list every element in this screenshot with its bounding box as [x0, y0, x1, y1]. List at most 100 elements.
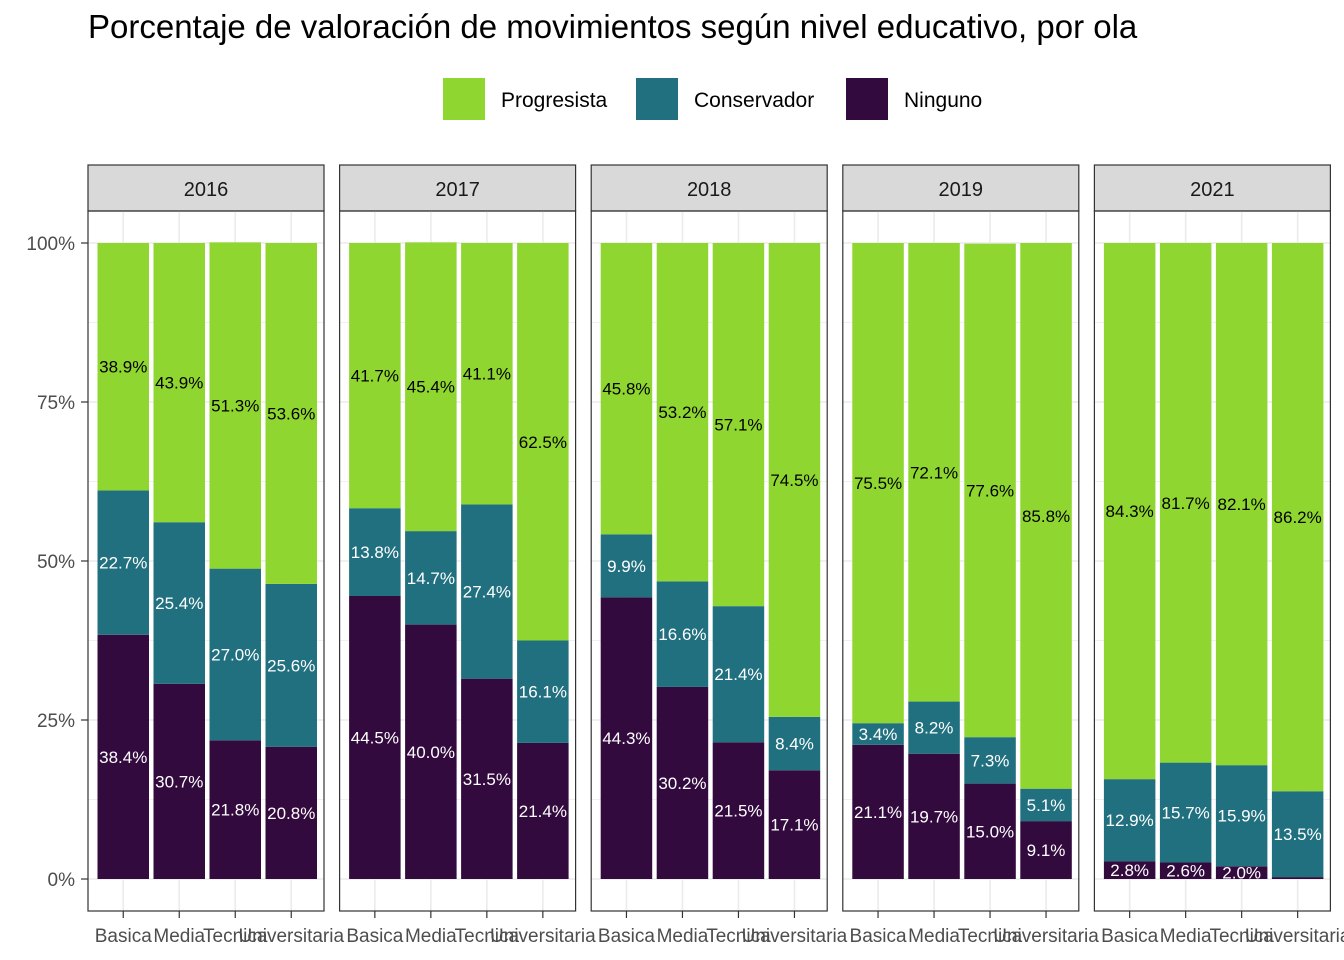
- data-label-progresista: 75.5%: [854, 474, 902, 493]
- data-label-conservador: 7.3%: [971, 751, 1010, 770]
- x-tick-label-tecnica: Tecnica: [203, 926, 268, 947]
- bar-segment-ninguno: [1215, 866, 1268, 879]
- bar-segment-conservador: [517, 640, 569, 743]
- facet-strip-2016: [87, 164, 325, 212]
- bar-segment-conservador: [1159, 762, 1212, 863]
- bar-segment-conservador: [97, 490, 149, 635]
- data-label-ninguno: 38.4%: [99, 748, 147, 767]
- data-label-ninguno: 17.1%: [770, 816, 818, 835]
- facet-strip-2021: [1093, 164, 1332, 212]
- bar-segment-ninguno: [1159, 862, 1212, 879]
- bar-segment-progresista: [265, 243, 317, 584]
- data-label-ninguno: 2.6%: [1166, 862, 1205, 881]
- data-label-conservador: 25.4%: [155, 594, 203, 613]
- bar-segment-progresista: [1271, 243, 1324, 792]
- bar-segment-progresista: [153, 243, 205, 523]
- facet-panels: 2016 38.4% 22.7% 38.9% 30.7% 25.4% 43.9% 21.8% 2…: [87, 164, 1344, 947]
- panel-border: [87, 210, 325, 912]
- data-label-progresista: 84.3%: [1106, 502, 1154, 521]
- data-label-ninguno: 30.7%: [155, 772, 203, 791]
- data-label-conservador: 12.9%: [1106, 811, 1154, 830]
- facet-panel-2021: 2021 2.8% 12.9% 84.3% 2.6% 15.7% 81.7% 2.0% 15.9…: [1093, 164, 1344, 947]
- bar-segment-progresista: [768, 243, 821, 717]
- bar-segment-conservador: [1020, 788, 1072, 822]
- data-label-ninguno: 21.8%: [211, 801, 259, 820]
- data-label-ninguno: 19.7%: [910, 807, 958, 826]
- bar-segment-ninguno: [1020, 821, 1072, 879]
- bar-segment-conservador: [600, 534, 653, 598]
- bar-segment-ninguno: [908, 753, 960, 879]
- bar-segment-ninguno: [600, 597, 653, 879]
- x-tick-label-media: Media: [153, 926, 205, 947]
- x-tick-label-tecnica: Tecnica: [958, 926, 1023, 947]
- bar-segment-progresista: [209, 242, 261, 569]
- bar-segment-ninguno: [349, 595, 401, 879]
- y-tick-label-50: 50%: [37, 552, 75, 573]
- x-tick-label-basica: Basica: [95, 926, 152, 947]
- bar-segment-progresista: [712, 243, 765, 607]
- data-label-conservador: 3.4%: [859, 725, 898, 744]
- data-label-conservador: 16.1%: [519, 683, 567, 702]
- bar-segment-progresista: [908, 243, 960, 702]
- x-tick-label-basica: Basica: [346, 926, 403, 947]
- y-tick-label-100: 100%: [26, 234, 75, 255]
- data-label-ninguno: 2.0%: [1222, 864, 1261, 883]
- data-label-progresista: 72.1%: [910, 463, 958, 482]
- data-label-conservador: 15.9%: [1218, 807, 1266, 826]
- legend-swatch-ninguno: [846, 78, 888, 120]
- bar-segment-conservador: [153, 522, 205, 684]
- facet-panel-2019: 2019 21.1% 3.4% 75.5% 19.7% 8.2% 72.1% 15.0% 7.3…: [842, 164, 1099, 947]
- facet-strip-label: 2016: [184, 179, 229, 201]
- data-label-progresista: 82.1%: [1218, 495, 1266, 514]
- data-label-conservador: 16.6%: [658, 625, 706, 644]
- data-label-progresista: 51.3%: [211, 396, 259, 415]
- legend-label-progresista: Progresista: [501, 89, 608, 112]
- bar-segment-ninguno: [405, 624, 457, 879]
- data-label-progresista: 57.1%: [714, 416, 762, 435]
- bar-segment-ninguno: [1271, 877, 1324, 879]
- bar-segment-progresista: [517, 243, 569, 641]
- facet-panel-2016: 2016 38.4% 22.7% 38.9% 30.7% 25.4% 43.9% 21.8% 2…: [87, 164, 344, 947]
- bar-segment-ninguno: [265, 746, 317, 879]
- data-label-progresista: 85.8%: [1022, 507, 1070, 526]
- data-label-ninguno: 21.5%: [714, 802, 762, 821]
- x-tick-label-universitaria: Universitaria: [1245, 926, 1344, 947]
- data-label-progresista: 43.9%: [155, 374, 203, 393]
- data-label-conservador: 5.1%: [1027, 796, 1066, 815]
- legend-label-conservador: Conservador: [694, 89, 814, 112]
- facet-panel-2018: 2018 44.3% 9.9% 45.8% 30.2% 16.6% 53.2% 21.5% 21…: [590, 164, 848, 947]
- bar-segment-progresista: [349, 243, 401, 509]
- legend-swatch-progresista: [443, 78, 485, 120]
- x-tick-label-universitaria: Universitaria: [742, 926, 848, 947]
- x-tick-label-universitaria: Universitaria: [490, 926, 596, 947]
- data-label-progresista: 74.5%: [770, 471, 818, 490]
- bar-segment-conservador: [265, 583, 317, 747]
- legend: Progresista Conservador Ninguno: [443, 78, 982, 120]
- facet-panel-2017: 2017 44.5% 13.8% 41.7% 40.0% 14.7% 45.4% 31.5% 2…: [339, 164, 596, 947]
- data-label-progresista: 45.4%: [407, 378, 455, 397]
- data-label-conservador: 9.9%: [607, 557, 646, 576]
- chart-title: Porcentaje de valoración de movimientos …: [88, 8, 1138, 45]
- bar-segment-conservador: [656, 581, 709, 687]
- bar-segment-progresista: [1215, 243, 1268, 766]
- bar-segment-progresista: [97, 243, 149, 491]
- y-tick-label-0: 0%: [48, 870, 76, 891]
- bar-segment-ninguno: [97, 634, 149, 879]
- data-label-progresista: 41.7%: [351, 367, 399, 386]
- y-axis: 0% 25% 50% 75% 100%: [26, 234, 88, 891]
- panel-border: [1093, 210, 1332, 912]
- bar-segment-conservador: [852, 723, 904, 745]
- data-label-conservador: 14.7%: [407, 569, 455, 588]
- data-label-ninguno: 40.0%: [407, 743, 455, 762]
- data-label-conservador: 27.0%: [211, 645, 259, 664]
- bar-segment-ninguno: [656, 686, 709, 879]
- bar-segment-conservador: [712, 606, 765, 743]
- x-tick-label-media: Media: [657, 926, 709, 947]
- facet-strip-label: 2019: [939, 179, 984, 201]
- data-label-progresista: 38.9%: [99, 358, 147, 377]
- data-label-ninguno: 44.3%: [602, 729, 650, 748]
- data-label-progresista: 41.1%: [463, 365, 511, 384]
- legend-swatch-conservador: [636, 78, 678, 120]
- facet-strip-label: 2021: [1190, 179, 1235, 201]
- bar-segment-progresista: [852, 243, 904, 724]
